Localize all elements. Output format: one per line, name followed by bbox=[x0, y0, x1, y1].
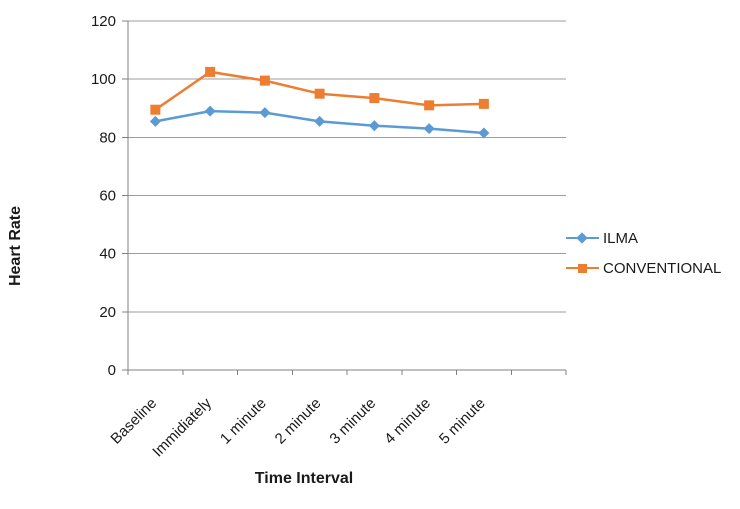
category-label-7: 5 minute bbox=[436, 395, 489, 448]
x-axis-title: Time Interval bbox=[254, 470, 354, 487]
y-axis-title: Heart Rate bbox=[7, 205, 24, 287]
marker-diamond-ilma-5 bbox=[368, 120, 380, 132]
marker-square-conventional-7 bbox=[478, 98, 489, 109]
legend-label-conventional: CONVENTIONAL bbox=[603, 259, 722, 277]
diamond-marker-icon bbox=[576, 232, 588, 244]
marker-square-conventional-1 bbox=[150, 104, 161, 115]
y-tick-label-100: 100 bbox=[91, 71, 116, 88]
ilma-series-swatch bbox=[566, 232, 599, 244]
category-label-6: 4 minute bbox=[381, 395, 434, 448]
legend: ILMA CONVENTIONAL bbox=[566, 227, 721, 287]
category-label-2: Immidiately bbox=[149, 394, 215, 460]
marker-diamond-ilma-3 bbox=[259, 107, 271, 119]
y-tick-label-0: 0 bbox=[108, 362, 116, 379]
legend-item-ilma: ILMA bbox=[566, 227, 721, 249]
y-tick-label-40: 40 bbox=[99, 246, 116, 263]
y-tick-label-20: 20 bbox=[99, 304, 116, 321]
legend-label-ilma: ILMA bbox=[603, 229, 639, 247]
marker-square-conventional-2 bbox=[205, 66, 216, 77]
category-label-3: 1 minute bbox=[217, 395, 270, 448]
marker-square-conventional-3 bbox=[259, 75, 270, 86]
marker-square-conventional-4 bbox=[314, 88, 325, 99]
category-label-4: 2 minute bbox=[272, 395, 325, 448]
category-label-1: Baseline bbox=[107, 395, 160, 448]
marker-diamond-ilma-7 bbox=[478, 127, 490, 139]
square-marker-icon bbox=[578, 263, 587, 273]
y-tick-label-80: 80 bbox=[99, 129, 116, 146]
marker-square-conventional-5 bbox=[369, 93, 380, 104]
marker-diamond-ilma-1 bbox=[149, 115, 161, 127]
marker-diamond-ilma-4 bbox=[314, 115, 326, 127]
legend-item-conventional: CONVENTIONAL bbox=[566, 257, 721, 279]
marker-diamond-ilma-6 bbox=[423, 123, 435, 135]
y-tick-label-120: 120 bbox=[91, 13, 116, 30]
y-tick-label-60: 60 bbox=[99, 188, 116, 205]
marker-diamond-ilma-2 bbox=[204, 105, 216, 117]
category-label-5: 3 minute bbox=[326, 395, 379, 448]
marker-square-conventional-6 bbox=[424, 100, 435, 111]
conventional-series-swatch bbox=[566, 262, 599, 274]
